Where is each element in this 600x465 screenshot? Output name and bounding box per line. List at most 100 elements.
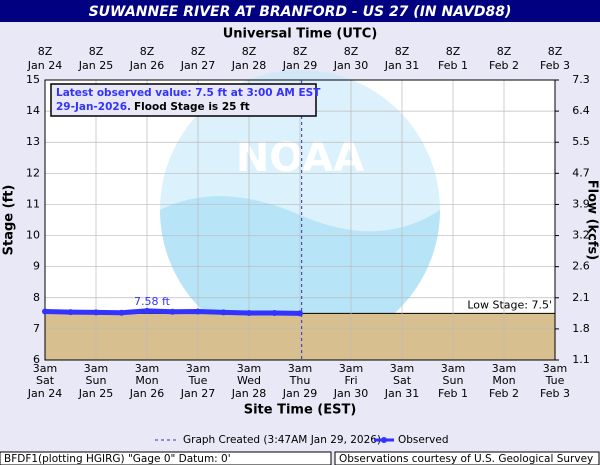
x-tick-label: Jan 29 [282,387,317,400]
x-tick-label: 3am [288,362,312,375]
x-tick-label: Tue [188,374,208,387]
observed-point [271,310,278,317]
x-tick-label: 3am [135,362,159,375]
observed-point [118,309,125,316]
footer-box [0,451,332,465]
x-tick-label: Feb 1 [438,387,468,400]
y2-tick-label: 7.3 [572,73,590,86]
y-tick-label: 12 [26,166,40,179]
top-tick-label: Jan 25 [78,59,113,72]
x-tick-label: Tue [545,374,565,387]
y-axis-title: Stage (ft) [2,185,17,256]
plot-border [44,79,556,361]
observed-point [144,307,150,314]
y-tick-label: 15 [26,73,40,86]
y2-tick-label: 4.7 [572,166,590,179]
info-date: 29-Jan-2026. [56,101,131,113]
x-tick-label: Thu [289,374,311,387]
x-tick-label: Jan 30 [333,387,368,400]
chart-title: SUWANNEE RIVER AT BRANFORD - US 27 (IN N… [89,4,512,20]
top-tick-label: Feb 3 [540,59,570,72]
top-tick-label: Jan 30 [333,59,368,72]
observed-point [67,309,74,316]
x-tick-label: Jan 26 [129,387,164,400]
x-tick-label: Feb 3 [540,387,570,400]
x-tick-label: 3am [441,362,465,375]
top-tick-label: 8Z [548,45,563,58]
y-tick-label: 10 [26,229,40,242]
x-tick-label: Jan 24 [27,387,62,400]
y-tick-label: 8 [33,291,40,304]
x-tick-label: Jan 25 [78,387,113,400]
observed-point [220,309,227,316]
x-tick-label: 3am [237,362,261,375]
y2-tick-label: 3.9 [572,197,590,210]
y2-axis-title: Flow (kcfs) [585,180,600,260]
top-tick-label: 8Z [497,45,512,58]
x-tick-label: 3am [186,362,210,375]
top-tick-label: 8Z [293,45,308,58]
top-tick-label: Jan 27 [180,59,215,72]
footer-right: Observations courtesy of U.S. Geological… [339,453,593,465]
y2-tick-label: 2.6 [572,260,590,273]
y-tick-label: 7 [33,322,40,335]
y-tick-label: 9 [33,260,40,273]
x-tick-label: 3am [33,362,57,375]
observed-point [246,310,252,317]
observed-point [297,310,303,317]
top-tick-label: Feb 1 [438,59,468,72]
observed-point [42,308,48,315]
info-box: Latest observed value: 7.5 ft at 3:00 AM… [50,83,321,117]
title-bar [0,0,600,22]
x-tick-label: Jan 27 [180,387,215,400]
top-tick-label: Jan 28 [231,59,266,72]
x-tick-label: Jan 31 [384,387,419,400]
legend-entry: Observed [398,434,449,446]
peak-label: 7.58 ft [134,295,171,308]
x-tick-label: Mon [135,374,158,387]
top-tick-label: 8Z [38,45,53,58]
x-tick-label: Sun [443,374,464,387]
x-tick-label: Sun [86,374,107,387]
footer-left: BFDF1(plotting HGIRG) "Gage 0" Datum: 0' [4,453,231,465]
legend-observed-marker [381,437,387,443]
x-tick-label: 3am [492,362,516,375]
x-axis-title: Site Time (EST) [244,403,357,418]
y2-tick-label: 5.5 [572,135,590,148]
y2-tick-label: 3.2 [572,229,590,242]
x-tick-label: Fri [344,374,357,387]
x-tick-label: 3am [390,362,414,375]
top-tick-label: 8Z [89,45,104,58]
y-tick-label: 6 [33,353,40,366]
observed-point [93,309,99,316]
x-tick-label: Jan 28 [231,387,266,400]
x-tick-label: 3am [543,362,567,375]
observed-point [169,308,176,315]
footer-box [334,451,600,465]
top-tick-label: 8Z [395,45,410,58]
top-tick-label: 8Z [242,45,257,58]
top-tick-label: Jan 29 [282,59,317,72]
y2-tick-label: 6.4 [572,104,590,117]
y-tick-label: 14 [26,104,40,117]
top-tick-label: Jan 26 [129,59,164,72]
info-line: Latest observed value: 7.5 ft at 3:00 AM… [56,87,321,99]
x-tick-label: Wed [237,374,261,387]
y2-tick-label: 2.1 [572,291,590,304]
low-stage-label: Low Stage: 7.5' [467,298,552,311]
top-axis-title: Universal Time (UTC) [223,27,378,42]
legend-created: Graph Created (3:47AM Jan 29, 2026) [183,434,381,446]
x-tick-label: Mon [492,374,515,387]
info-flood: Flood Stage is 25 ft [134,101,250,113]
y2-tick-label: 1.8 [572,322,590,335]
top-tick-label: Jan 31 [384,59,419,72]
observed-point [195,308,201,315]
y-tick-label: 13 [26,135,40,148]
top-tick-label: Jan 24 [27,59,62,72]
top-tick-label: 8Z [191,45,206,58]
top-tick-label: 8Z [446,45,461,58]
x-tick-label: Feb 2 [489,387,519,400]
top-tick-label: Feb 2 [489,59,519,72]
x-tick-label: 3am [84,362,108,375]
